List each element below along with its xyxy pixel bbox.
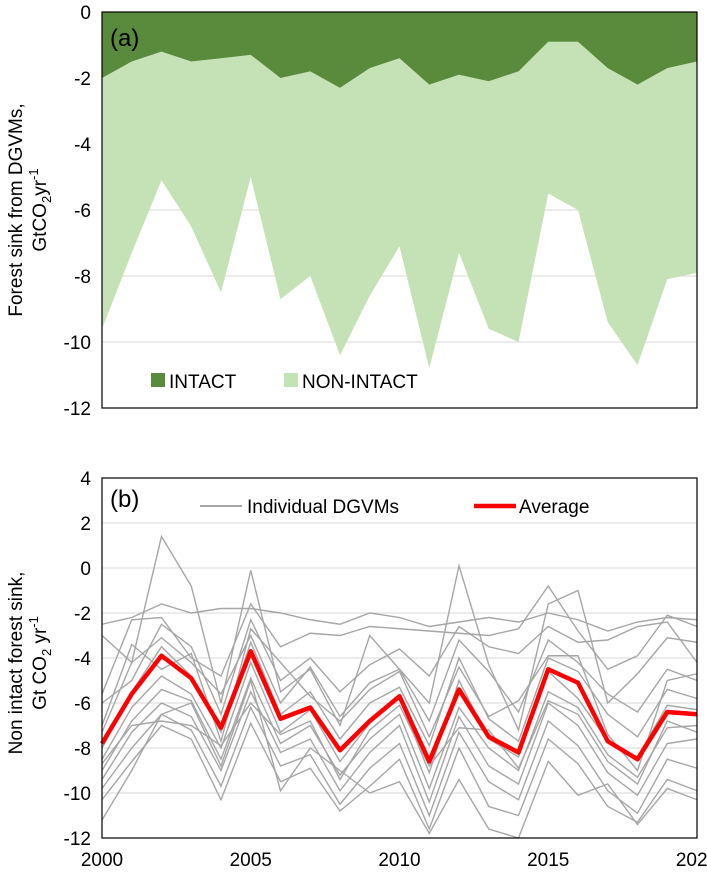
panel-a-plot-frame [101,11,698,409]
y-tick-label: 4 [80,469,91,490]
y-tick-label: -8 [74,267,91,288]
model-line [101,617,698,717]
x-tick-label: 2020 [676,850,707,871]
legend-label-non-intact: NON-INTACT [302,372,418,393]
y-tick-label: -12 [64,829,91,850]
model-line [101,721,698,831]
panel-b-individual-model-lines [101,534,698,839]
x-tick-label: 2015 [527,850,569,871]
y-tick-label: 2 [80,514,91,535]
model-line [101,699,698,786]
legend-background [172,490,692,522]
panel-b-unit-superscript: -1 [26,616,41,628]
y-tick-label: -2 [74,604,91,625]
model-line [101,678,698,839]
panel-a-y-axis-label-line1: Forest sink from DGVMs, [6,103,27,316]
model-line [101,689,698,805]
y-tick-label: -4 [74,649,91,670]
legend-label-individual: Individual DGVMs [247,497,399,518]
panel-b-y-axis-label-line2: Gt CO2 yr-1 [26,616,54,710]
legend-label-intact: INTACT [169,372,237,393]
panel-a-y-tick-labels: 0 -2 -4 -6 -8 -10 -12 [64,3,92,420]
area-non-intact [102,41,697,369]
panel-a-chart: 0-2-4-6-8-10-12 (a) INTACT NON-INTACT Fo… [6,3,698,420]
model-line [101,633,698,733]
panel-b-label: (b) [110,486,139,513]
y-tick-label: 0 [80,559,91,580]
panel-b-y-tick-labels: 4 2 0 -2 -4 -6 -8 -10 -12 [64,469,92,850]
panel-b-unit-subscript: 2 [39,649,54,656]
average-line [100,649,698,764]
y-tick-label: -12 [64,399,91,420]
y-tick-label: -2 [74,69,91,90]
panel-a-legend: INTACT NON-INTACT [151,372,418,393]
panel-b-chart: 420-2-4-6-8-10-12 20002005201020152020 (… [6,469,707,871]
panel-a-y-axis-label-line2: GtCO2yr-1 [26,168,54,251]
panel-b-plot-frame [101,477,698,839]
x-tick-label: 2010 [378,850,420,871]
area-intact [102,12,697,88]
panel-b-legend: Individual DGVMs Average [172,490,692,522]
panel-a-label: (a) [110,25,139,52]
y-tick-label: -6 [74,201,91,222]
y-tick-label: 0 [80,3,91,24]
model-line [101,584,698,695]
panel-a-unit-superscript: -1 [26,168,41,180]
x-tick-label: 2005 [230,850,272,871]
y-tick-label: -10 [64,333,91,354]
panel-b-x-tick-labels: 2000 2005 2010 2015 2020 [81,850,707,871]
panel-b-unit-suffix: yr [30,627,51,649]
model-line [101,705,698,818]
y-tick-label: -6 [74,694,91,715]
panel-b-unit-prefix: Gt CO [30,656,51,710]
legend-label-average: Average [519,497,589,518]
y-tick-label: -10 [64,784,91,805]
model-line [101,676,698,791]
panel-a-unit-mid: yr [30,179,51,196]
x-tick-label: 2000 [81,850,123,871]
y-tick-label: -8 [74,739,91,760]
model-line [101,603,698,632]
model-line [101,627,698,772]
legend-swatch-intact [151,373,165,387]
y-tick-label: -4 [74,135,91,156]
panel-a-unit-subscript: 2 [39,196,54,203]
legend-swatch-non-intact [284,373,298,387]
panel-a-unit-prefix: GtCO [30,203,51,252]
panel-b-y-axis-label-line1: Non intact forest sink, [6,572,27,755]
